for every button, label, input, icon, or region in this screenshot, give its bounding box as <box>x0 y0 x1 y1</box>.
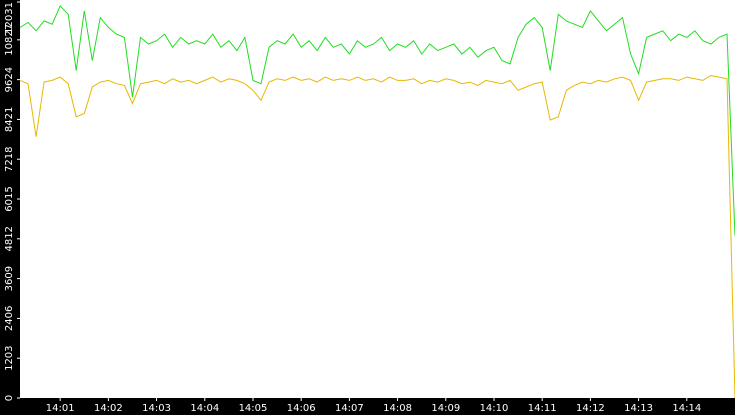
line-series <box>19 74 735 399</box>
y-tick-label: 4812 <box>4 226 15 251</box>
y-tick-label: 9624 <box>4 67 15 92</box>
y-tick-label: 1203 <box>4 345 15 370</box>
y-tick-label: 0 <box>4 395 15 401</box>
x-tick-label: 14:08 <box>383 403 412 414</box>
x-tick-label: 14:05 <box>239 403 268 414</box>
y-tick-label: 7218 <box>4 146 15 171</box>
x-tick-label: 14:07 <box>335 403 364 414</box>
x-tick-label: 14:06 <box>287 403 316 414</box>
x-tick-label: 14:14 <box>672 403 701 414</box>
x-tick-label: 14:13 <box>624 403 653 414</box>
line-series <box>19 5 735 236</box>
x-tick-label: 14:03 <box>142 403 171 414</box>
x-tick-label: 14:01 <box>46 403 75 414</box>
y-tick-label: 8421 <box>4 107 15 132</box>
x-tick-label: 14:02 <box>94 403 123 414</box>
x-tick-label: 14:10 <box>480 403 509 414</box>
x-tick-label: 14:09 <box>431 403 460 414</box>
x-tick-label: 14:11 <box>528 403 557 414</box>
y-tick-label: 10827 <box>4 24 15 56</box>
x-tick-label: 14:04 <box>190 403 219 414</box>
x-axis-band <box>0 398 735 415</box>
y-tick-label: 6015 <box>4 186 15 211</box>
y-tick-label: 3609 <box>4 266 15 291</box>
y-axis-band <box>0 0 20 415</box>
x-tick-label: 14:12 <box>576 403 605 414</box>
y-tick-label: 2406 <box>4 306 15 331</box>
y-tick-label: 12031 <box>4 2 15 34</box>
